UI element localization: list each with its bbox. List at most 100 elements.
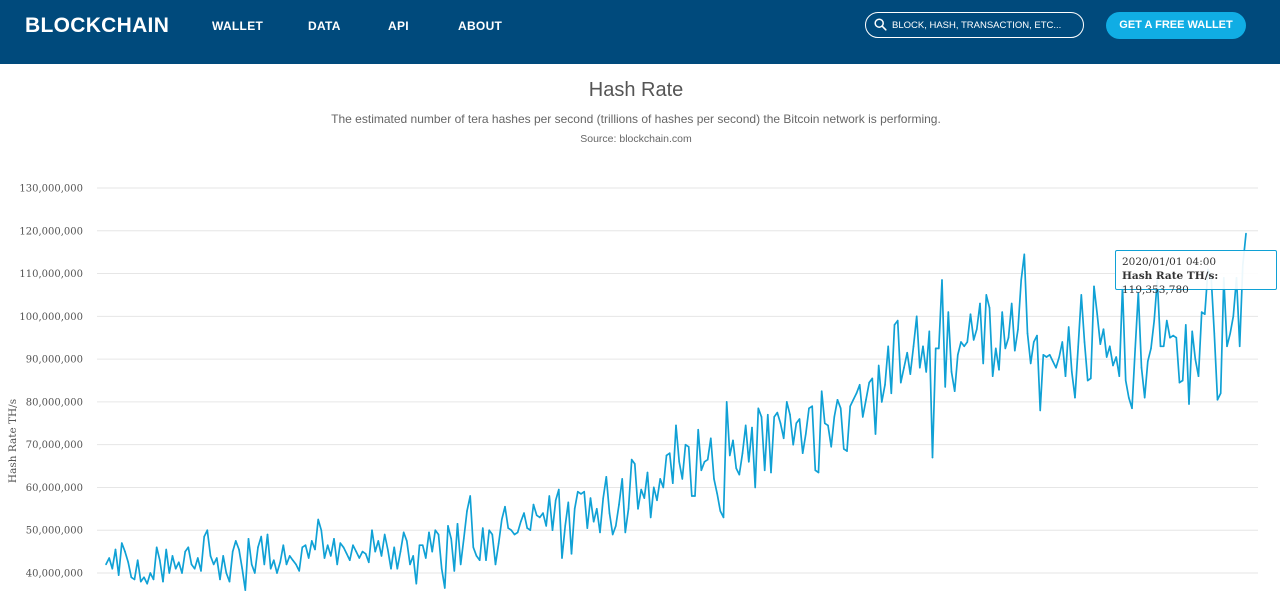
data-point <box>643 497 646 499</box>
data-point <box>551 529 554 531</box>
hash-rate-series-line[interactable] <box>105 233 1247 591</box>
data-point <box>912 345 915 348</box>
data-point <box>184 550 186 553</box>
data-point <box>656 499 658 502</box>
y-axis-ticks: 40,000,000 50,000,000 60,000,000 70,000,000… <box>19 184 83 580</box>
data-point <box>874 433 877 435</box>
data-point <box>345 553 348 555</box>
data-point <box>282 544 285 546</box>
data-point <box>387 548 389 551</box>
data-point <box>754 486 756 489</box>
data-point <box>852 399 855 401</box>
hash-rate-chart[interactable]: 40,000,000 50,000,000 60,000,000 70,000,000… <box>0 150 1280 612</box>
data-point <box>881 401 883 403</box>
data-point <box>877 364 880 367</box>
data-point <box>735 467 737 470</box>
data-point <box>548 495 551 497</box>
data-point <box>1096 313 1098 315</box>
data-point <box>393 546 396 549</box>
data-point <box>1245 232 1247 235</box>
nav-item-data[interactable]: DATA <box>308 19 341 33</box>
data-point <box>513 533 516 536</box>
data-point <box>504 505 506 508</box>
data-point <box>216 557 218 559</box>
get-free-wallet-button[interactable]: GET A FREE WALLET <box>1106 12 1246 39</box>
data-point <box>884 384 886 386</box>
data-point <box>634 463 636 465</box>
data-point <box>501 518 503 521</box>
data-point <box>966 341 969 343</box>
data-point <box>602 497 604 499</box>
tooltip-label: Hash Rate TH/s: <box>1122 270 1219 282</box>
data-point <box>108 557 110 559</box>
data-point <box>577 490 579 493</box>
data-point <box>792 443 794 446</box>
data-point <box>744 424 747 427</box>
data-point <box>1229 332 1231 335</box>
data-point <box>219 578 221 581</box>
data-point <box>922 345 924 348</box>
data-point <box>748 461 750 463</box>
data-point <box>542 512 544 514</box>
y-tick-label: 80,000,000 <box>26 397 83 408</box>
data-point <box>789 413 791 416</box>
data-point <box>887 345 889 348</box>
data-point <box>307 557 310 559</box>
data-point <box>247 538 250 540</box>
data-point <box>269 567 272 570</box>
data-point <box>849 405 851 407</box>
brand-logo[interactable]: BLOCKCHAIN <box>25 14 170 37</box>
data-point <box>225 572 228 574</box>
data-point <box>672 482 674 485</box>
nav-item-wallet[interactable]: WALLET <box>212 19 264 33</box>
chart-source: Source: blockchain.com <box>580 133 692 145</box>
data-point <box>406 540 408 542</box>
data-point <box>535 514 538 517</box>
data-point <box>263 563 266 566</box>
data-point <box>862 416 864 418</box>
data-point <box>523 512 525 514</box>
data-point <box>171 555 174 557</box>
data-point <box>412 555 415 557</box>
data-point <box>295 563 297 566</box>
data-point <box>130 576 133 579</box>
data-point <box>181 572 183 574</box>
data-point <box>824 422 826 425</box>
data-point <box>152 578 155 581</box>
search-box[interactable] <box>865 12 1084 38</box>
data-point <box>1020 279 1022 281</box>
data-point <box>998 369 1000 371</box>
data-point <box>1153 319 1155 322</box>
data-point <box>814 469 817 472</box>
data-point <box>1159 345 1162 348</box>
data-point <box>982 362 984 365</box>
data-point <box>773 416 775 418</box>
data-point <box>637 508 639 510</box>
data-point <box>960 341 962 343</box>
data-point <box>716 493 718 495</box>
data-point <box>1166 319 1168 322</box>
nav-item-api[interactable]: API <box>388 19 409 33</box>
nav-item-about[interactable]: ABOUT <box>458 19 503 33</box>
data-point <box>757 407 760 410</box>
data-point <box>1010 302 1013 305</box>
data-point <box>779 422 782 425</box>
data-point <box>1042 354 1045 356</box>
data-point <box>586 527 589 529</box>
data-point <box>1017 328 1019 330</box>
data-point <box>197 557 199 559</box>
data-point <box>127 561 129 564</box>
data-point <box>599 531 601 534</box>
search-input[interactable] <box>892 16 1077 34</box>
data-point <box>374 550 377 553</box>
data-point <box>827 424 829 427</box>
y-tick-label: 120,000,000 <box>19 226 83 237</box>
data-point <box>466 510 468 512</box>
data-point <box>482 527 484 529</box>
data-point <box>140 580 142 583</box>
data-point <box>722 516 725 519</box>
data-point <box>627 508 630 510</box>
data-point <box>418 544 421 546</box>
data-point <box>732 439 734 442</box>
data-point <box>583 490 585 493</box>
